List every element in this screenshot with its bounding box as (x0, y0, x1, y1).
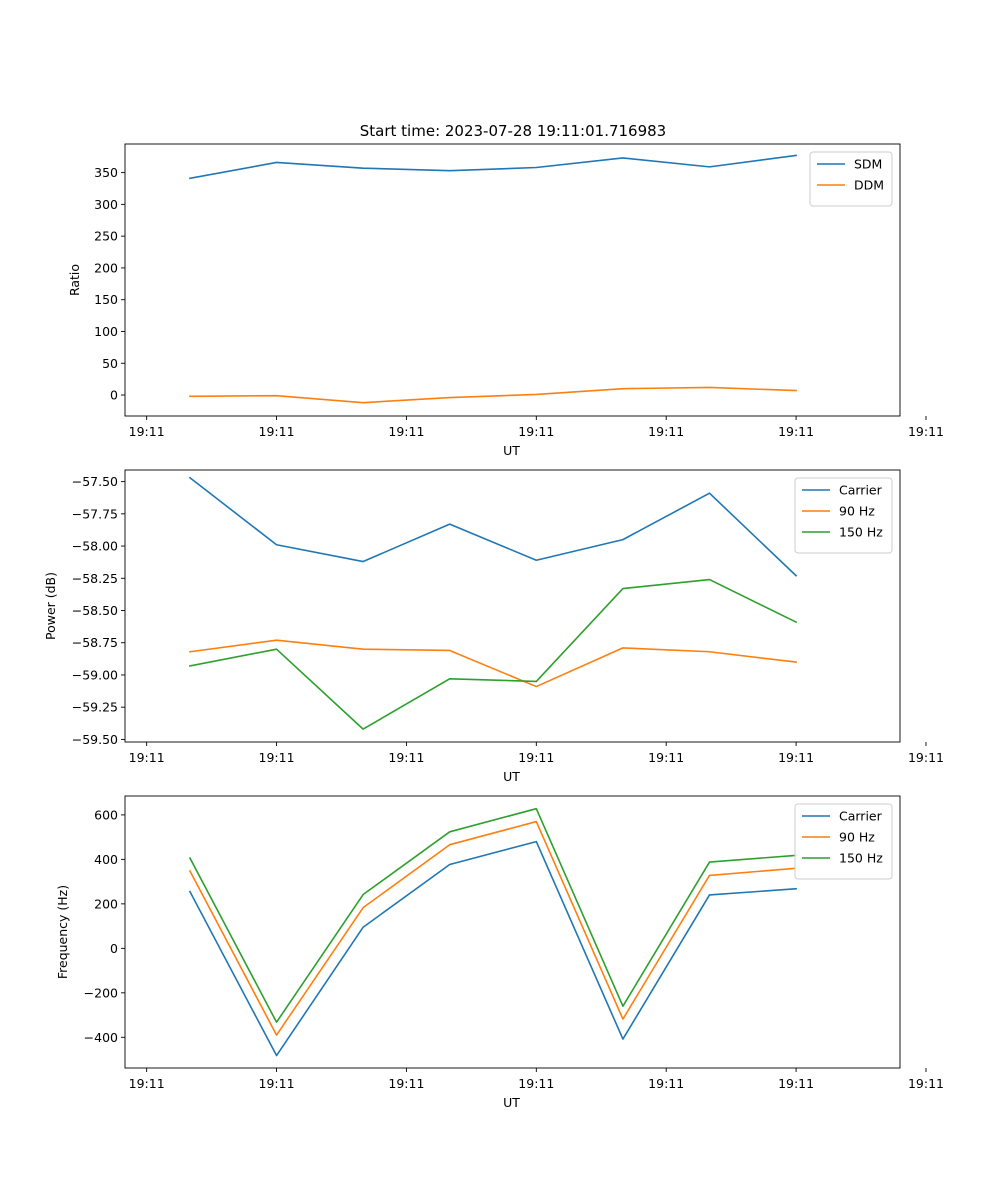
frequency-series-90-hz-line (188, 820, 797, 1036)
frequency-ytick-label: 600 (94, 807, 118, 822)
power-legend-label: 90 Hz (839, 504, 875, 519)
frequency-ytick-label: 400 (94, 852, 118, 867)
ratio-xtick-label: 19:11 (648, 424, 684, 439)
ratio-xtick-label: 19:11 (518, 424, 554, 439)
power-xlabel: UT (503, 769, 520, 784)
ratio-xtick-label: 19:11 (129, 424, 165, 439)
ratio-ytick-label: 350 (94, 165, 118, 180)
frequency-panel: 600 400 200 0 −200 −400 19:11 19:11 19:11 19:11 19… (55, 795, 944, 1110)
power-series-90-hz-line (189, 639, 797, 688)
frequency-xtick-label: 19:11 (129, 1076, 165, 1091)
frequency-xtick-label: 19:11 (778, 1076, 814, 1091)
frequency-axes-frame (124, 795, 901, 1069)
ratio-ytick-label: 300 (94, 197, 118, 212)
ratio-xtick-label: 19:11 (388, 424, 424, 439)
power-ytick-label: −58.25 (72, 571, 118, 586)
power-xtick-label: 19:11 (778, 750, 814, 765)
ratio-xtick-label: 19:11 (778, 424, 814, 439)
power-ytick-label: −59.50 (72, 732, 118, 747)
ratio-ytick-label: 150 (94, 292, 118, 307)
power-ytick-label: −58.50 (72, 603, 118, 618)
frequency-ytick-label: −400 (84, 1030, 118, 1045)
frequency-xtick-label: 19:11 (648, 1076, 684, 1091)
ratio-ytick-label: 0 (110, 388, 118, 403)
power-ytick-label: −57.75 (72, 506, 118, 521)
frequency-xtick-label: 19:11 (908, 1076, 944, 1091)
frequency-ytick-label: −200 (84, 985, 118, 1000)
ratio-legend-box (809, 151, 893, 207)
ratio-legend-label: SDM (854, 157, 882, 172)
ratio-ytick-label: 100 (94, 324, 118, 339)
power-ytick-label: −59.25 (72, 700, 118, 715)
ratio-series-sdm-line (189, 154, 797, 180)
ratio-axes-frame (124, 143, 901, 417)
power-xtick-label: 19:11 (648, 750, 684, 765)
frequency-xlabel: UT (503, 1095, 520, 1110)
ratio-xlabel: UT (503, 443, 520, 458)
frequency-legend-label: 90 Hz (839, 830, 875, 845)
ratio-xtick-label: 19:11 (259, 424, 295, 439)
power-xtick-label: 19:11 (518, 750, 554, 765)
frequency-xtick-label: 19:11 (259, 1076, 295, 1091)
ratio-ytick-label: 200 (94, 260, 118, 275)
power-ylabel: Power (dB) (43, 572, 58, 640)
power-xtick-label: 19:11 (388, 750, 424, 765)
power-xtick-label: 19:11 (908, 750, 944, 765)
ratio-series-ddm-line (189, 386, 797, 404)
frequency-series-150-hz-line (188, 807, 797, 1023)
figure-title: Start time: 2023-07-28 19:11:01.716983 (360, 122, 666, 140)
frequency-xtick-label: 19:11 (388, 1076, 424, 1091)
frequency-series-carrier-line (188, 840, 797, 1057)
ratio-xtick-label: 19:11 (908, 424, 944, 439)
ratio-legend-label: DDM (854, 178, 884, 193)
power-xtick-label: 19:11 (259, 750, 295, 765)
frequency-legend-box (794, 803, 893, 880)
power-legend-label: Carrier (839, 483, 883, 498)
frequency-ylabel: Frequency (Hz) (55, 885, 70, 979)
frequency-legend-label: 150 Hz (839, 851, 883, 866)
ratio-ytick-label: 50 (102, 356, 118, 371)
power-ytick-label: −58.00 (72, 539, 118, 554)
power-panel: −57.50 −57.75 −58.00 −58.25 −58.50 −58.75 −59.… (43, 469, 944, 784)
ratio-panel: 0 50 100 150 200 250 300 350 19:11 19:11 19:11 19:1… (67, 143, 944, 458)
power-series-150-hz-line (189, 578, 798, 730)
power-ytick-label: −58.75 (72, 635, 118, 650)
power-xtick-label: 19:11 (129, 750, 165, 765)
power-axes-frame (124, 469, 901, 743)
frequency-xtick-label: 19:11 (518, 1076, 554, 1091)
power-ytick-label: −59.00 (72, 667, 118, 682)
power-legend-label: 150 Hz (839, 525, 883, 540)
frequency-legend-label: Carrier (839, 809, 883, 824)
frequency-ytick-label: 200 (94, 896, 118, 911)
power-series-carrier-line (188, 476, 798, 577)
power-legend-box (794, 477, 893, 554)
frequency-ytick-label: 0 (110, 941, 118, 956)
power-ytick-label: −57.50 (72, 474, 118, 489)
ratio-ylabel: Ratio (67, 264, 82, 296)
ratio-ytick-label: 250 (94, 229, 118, 244)
